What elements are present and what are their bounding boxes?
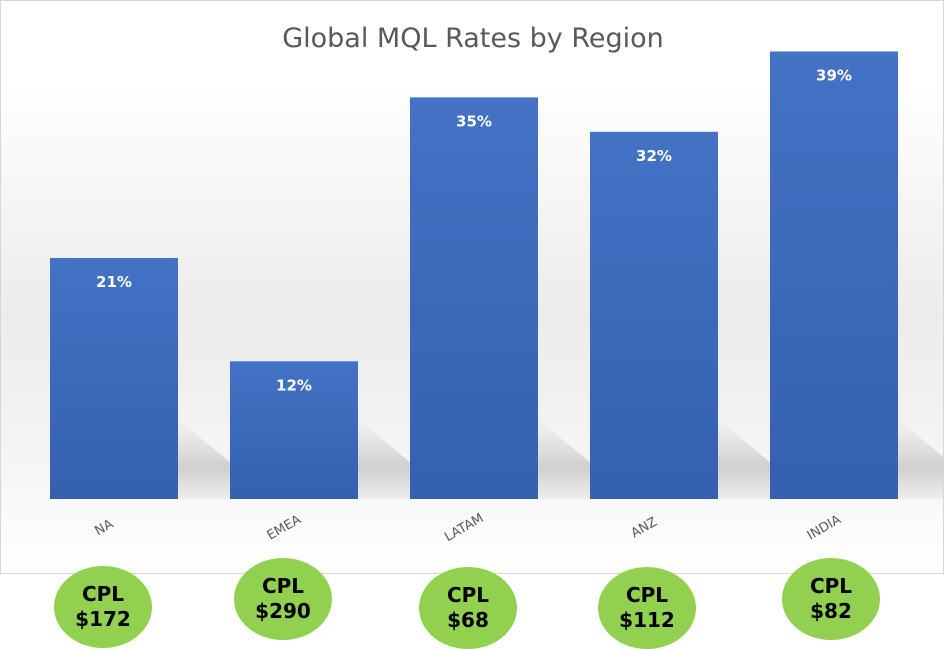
cpl-badge-latam: CPL $68: [419, 567, 517, 649]
cpl-badge-value: $290: [255, 599, 311, 623]
cpl-badge-value: $68: [447, 608, 489, 632]
bar-shadow: [718, 419, 778, 499]
bar-latam: [410, 97, 538, 499]
chart-title: Global MQL Rates by Region: [282, 23, 664, 54]
data-label: 32%: [636, 147, 672, 165]
cpl-badge-value: $82: [810, 599, 852, 623]
x-tick-label: ANZ: [629, 515, 660, 542]
cpl-badge-value: $172: [75, 607, 131, 631]
cpl-badge-label: CPL: [261, 574, 305, 598]
bar-india: [770, 51, 898, 499]
cpl-badge-value: $112: [619, 608, 675, 632]
bar-shadow: [358, 419, 418, 499]
bar-shadow: [898, 419, 943, 499]
bar-shadow: [178, 419, 238, 499]
data-label: 35%: [456, 112, 492, 130]
bar-anz: [590, 131, 718, 500]
data-label: 39%: [816, 66, 852, 84]
bar-chart: 21% 12% 35% 32% 39% NA EMEA LATAM ANZ INDIA: [50, 51, 943, 545]
data-label: 21%: [96, 273, 132, 291]
bar-emea: [230, 361, 358, 499]
cpl-badge-na: CPL $172: [54, 566, 152, 648]
cpl-badge-label: CPL: [809, 574, 853, 598]
x-tick-label: EMEA: [265, 512, 304, 543]
data-label: 12%: [276, 376, 312, 394]
x-tick-label: LATAM: [442, 511, 486, 545]
cpl-badge-label: CPL: [625, 583, 669, 607]
cpl-badge-emea: CPL $290: [234, 558, 332, 640]
cpl-badge-anz: CPL $112: [598, 567, 696, 649]
chart-area: Global MQL Rates by Region 21% 12% 35% 32% 3…: [0, 0, 944, 574]
x-tick-label: NA: [92, 517, 116, 539]
x-tick-label: INDIA: [805, 512, 844, 543]
cpl-badge-label: CPL: [446, 583, 490, 607]
bar-na: [50, 258, 178, 499]
cpl-badge-india: CPL $82: [782, 558, 880, 640]
bar-shadow: [538, 419, 598, 499]
cpl-badge-label: CPL: [81, 582, 125, 606]
